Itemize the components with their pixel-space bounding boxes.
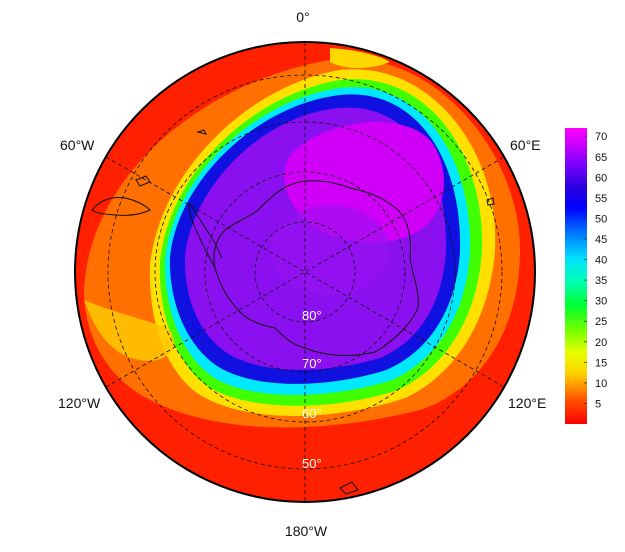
field-yellow-patch-left [84, 300, 174, 361]
colorbar-tick-label: 40 [595, 255, 607, 267]
lon-label-60w: 60°W [60, 137, 95, 153]
antarctica-outline [213, 180, 419, 356]
coastlines [91, 129, 495, 495]
lat-circle-60 [154, 121, 456, 423]
field-violet-center [270, 205, 390, 295]
lon-label-120w: 120°W [58, 395, 101, 411]
graticule [105, 42, 505, 502]
colorbar: 70 65 60 55 50 45 40 35 30 25 20 15 10 5 [565, 128, 607, 424]
kerguelen-outline [486, 197, 495, 206]
colorbar-tick-label: 55 [595, 193, 607, 205]
lat-label-80: 80° [302, 308, 322, 323]
colorbar-tick-label: 10 [595, 378, 607, 390]
south-georgia-outline [196, 129, 207, 135]
colorbar-gradient [565, 128, 587, 424]
colorbar-ticks: 70 65 60 55 50 45 40 35 30 25 20 15 10 5 [584, 131, 607, 410]
lon-label-120e: 120°E [508, 395, 546, 411]
colorbar-tick-label: 45 [595, 234, 607, 246]
lat-label-50: 50° [302, 456, 322, 471]
lat-label-70: 70° [302, 356, 322, 371]
lon-label-0: 0° [296, 9, 309, 25]
colorbar-tick-label: 50 [595, 213, 607, 225]
lat-label-60: 60° [302, 406, 322, 421]
colorbar-tick-label: 60 [595, 172, 607, 184]
south-america-tip-outline [91, 197, 151, 216]
falklands-outline [135, 175, 151, 187]
new-zealand-tip-outline [339, 481, 359, 495]
colorbar-tick-label: 15 [595, 357, 607, 369]
colorbar-tick-label: 25 [595, 316, 607, 328]
colorbar-tick-label: 70 [595, 131, 607, 143]
colorbar-tick-label: 20 [595, 337, 607, 349]
colorbar-tick-label: 5 [595, 398, 601, 410]
lon-label-180w: 180°W [285, 523, 328, 539]
colorbar-tick-label: 35 [595, 275, 607, 287]
antarctic-peninsula-outline [188, 203, 223, 269]
lon-label-60e: 60°E [510, 137, 541, 153]
map-boundary [74, 41, 536, 503]
colorbar-tick-label: 30 [595, 296, 607, 308]
lon-labels: 0° 60°E 120°E 180°W 120°W 60°W [58, 9, 546, 539]
colorbar-tick-label: 65 [595, 152, 607, 164]
ozone-field [75, 42, 535, 502]
field-yellow-patch-topright [330, 48, 390, 68]
lat-labels: 80° 70° 60° 50° [302, 308, 322, 471]
